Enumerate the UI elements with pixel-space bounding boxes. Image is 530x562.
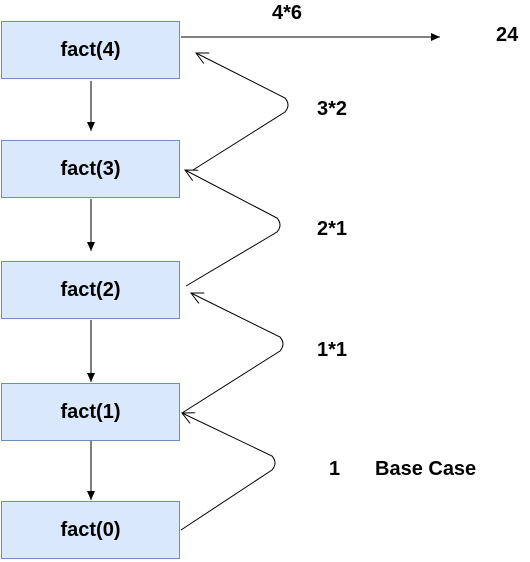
final-result-label: 24 xyxy=(496,24,519,46)
node-fact-2: fact(2) xyxy=(1,261,180,319)
return-arrow-3-4 xyxy=(192,53,289,171)
step-2-label: 2*1 xyxy=(317,218,348,240)
return-arrow-2-3 xyxy=(185,170,281,287)
base-case-label: Base Case xyxy=(375,458,477,480)
return-arrow-1-2 xyxy=(181,293,284,414)
node-fact-1: fact(1) xyxy=(1,383,180,441)
node-fact-0: fact(0) xyxy=(1,501,180,559)
top-product-label: 4*6 xyxy=(272,2,303,24)
node-fact-3: fact(3) xyxy=(1,140,180,198)
return-arrow-0-1 xyxy=(180,413,276,531)
step-1-label: 1*1 xyxy=(317,339,348,361)
base-value-label: 1 xyxy=(329,458,341,480)
node-fact-4: fact(4) xyxy=(1,21,180,79)
step-3-label: 3*2 xyxy=(317,98,348,120)
